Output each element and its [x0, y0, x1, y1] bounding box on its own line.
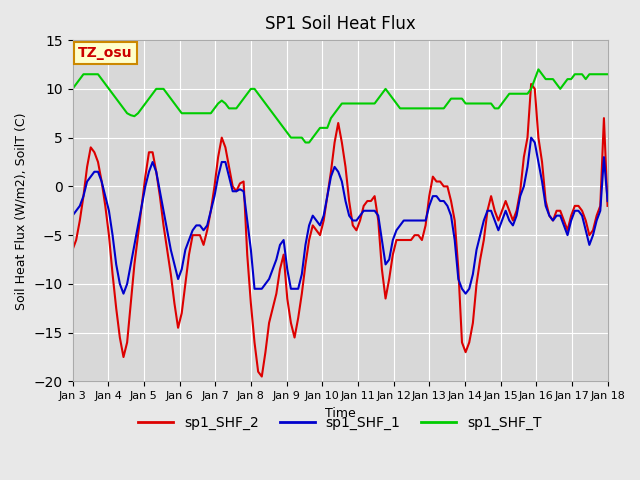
sp1_SHF_T: [534, 67, 542, 72]
sp1_SHF_1: [120, 291, 127, 297]
sp1_SHF_2: [604, 203, 611, 209]
sp1_SHF_T: [105, 86, 113, 92]
sp1_SHF_T: [171, 101, 179, 107]
sp1_SHF_1: [327, 174, 335, 180]
sp1_SHF_2: [105, 232, 113, 238]
sp1_SHF_1: [451, 237, 458, 243]
sp1_SHF_1: [174, 276, 182, 282]
sp1_SHF_T: [68, 86, 76, 92]
sp1_SHF_2: [451, 217, 458, 223]
sp1_SHF_1: [527, 135, 535, 141]
sp1_SHF_1: [105, 208, 113, 214]
X-axis label: Time: Time: [324, 407, 355, 420]
sp1_SHF_T: [400, 106, 408, 111]
sp1_SHF_1: [604, 198, 611, 204]
sp1_SHF_T: [301, 140, 309, 145]
Y-axis label: Soil Heat Flux (W/m2), SoilT (C): Soil Heat Flux (W/m2), SoilT (C): [15, 112, 28, 310]
sp1_SHF_2: [527, 81, 535, 87]
Line: sp1_SHF_2: sp1_SHF_2: [72, 84, 607, 376]
sp1_SHF_1: [68, 213, 76, 218]
sp1_SHF_T: [327, 115, 335, 121]
Legend: sp1_SHF_2, sp1_SHF_1, sp1_SHF_T: sp1_SHF_2, sp1_SHF_1, sp1_SHF_T: [133, 411, 547, 436]
sp1_SHF_2: [400, 237, 408, 243]
Text: TZ_osu: TZ_osu: [78, 46, 132, 60]
sp1_SHF_T: [451, 96, 458, 101]
sp1_SHF_1: [400, 217, 408, 223]
sp1_SHF_2: [258, 373, 266, 379]
Line: sp1_SHF_T: sp1_SHF_T: [72, 70, 607, 143]
sp1_SHF_2: [338, 140, 346, 145]
Title: SP1 Soil Heat Flux: SP1 Soil Heat Flux: [265, 15, 415, 33]
sp1_SHF_T: [604, 72, 611, 77]
sp1_SHF_2: [327, 169, 335, 175]
Line: sp1_SHF_1: sp1_SHF_1: [72, 138, 607, 294]
sp1_SHF_2: [171, 300, 179, 306]
sp1_SHF_T: [338, 101, 346, 107]
sp1_SHF_1: [338, 179, 346, 184]
sp1_SHF_2: [68, 247, 76, 252]
